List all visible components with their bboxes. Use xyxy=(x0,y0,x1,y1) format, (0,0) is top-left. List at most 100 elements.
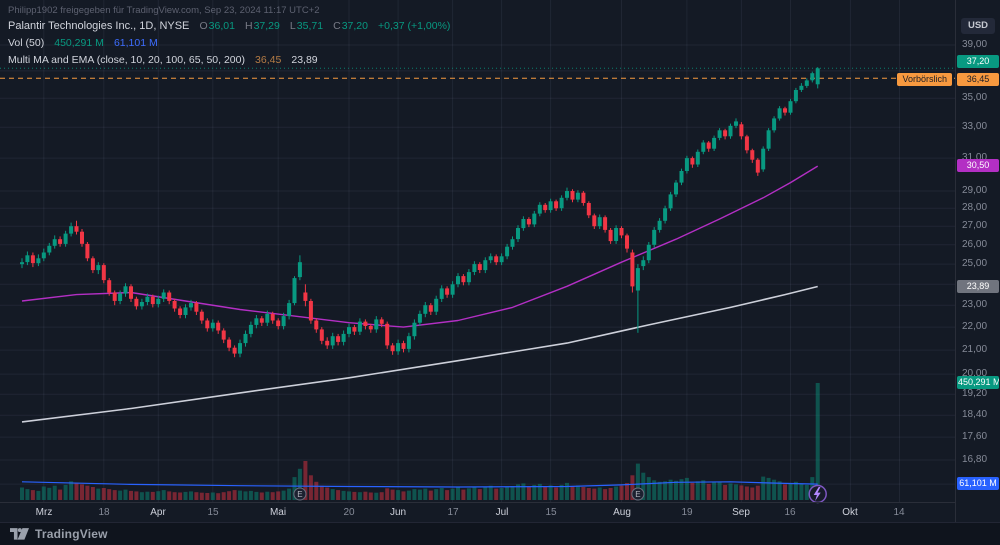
volume-bar xyxy=(706,483,711,500)
volume-bar xyxy=(537,483,542,500)
candle xyxy=(488,253,493,264)
time-label: Jun xyxy=(389,507,407,518)
volume-bar xyxy=(799,483,804,500)
premarket-price-label: 36,45 xyxy=(957,73,999,86)
volume-bar xyxy=(96,488,101,500)
volume-bar xyxy=(47,487,52,500)
volume-bar xyxy=(221,492,226,500)
candle xyxy=(265,310,270,326)
volume-bar xyxy=(199,492,204,500)
volume-bar xyxy=(744,486,749,500)
tradingview-brand[interactable]: TradingView xyxy=(35,527,108,541)
volume-bar xyxy=(439,488,444,500)
candle xyxy=(499,253,504,266)
volume-bar xyxy=(614,486,619,500)
candle xyxy=(281,312,286,330)
candle xyxy=(396,339,401,355)
volume-bar xyxy=(516,484,520,500)
candle xyxy=(47,242,52,256)
candle xyxy=(308,298,313,324)
candle xyxy=(614,225,619,244)
open-value: 36,01 xyxy=(208,20,235,32)
volume-bar xyxy=(357,492,362,500)
candle xyxy=(810,71,815,83)
candle xyxy=(750,148,755,163)
close-label: C xyxy=(333,20,341,32)
candle xyxy=(41,248,46,262)
candle xyxy=(619,226,624,239)
candle xyxy=(134,296,139,310)
volume-bar xyxy=(172,492,177,500)
candle xyxy=(243,330,248,347)
volume-bar xyxy=(216,493,221,500)
candle xyxy=(259,316,264,326)
candle xyxy=(679,168,684,186)
ma-200-line xyxy=(21,285,818,423)
volume-bar xyxy=(41,486,46,500)
volume-bar xyxy=(123,489,128,500)
candle xyxy=(761,146,766,172)
time-label: 20 xyxy=(343,507,355,518)
time-label: Sep xyxy=(732,507,750,518)
latest-bar-event-button[interactable] xyxy=(808,484,827,504)
volume-bar xyxy=(625,483,629,500)
candle xyxy=(325,337,330,349)
volume-bar xyxy=(586,488,591,500)
candle xyxy=(107,278,112,296)
tradingview-logo-icon[interactable] xyxy=(10,528,29,540)
price-tick: 35,00 xyxy=(962,92,988,103)
candle xyxy=(347,323,351,338)
volume-bar xyxy=(608,488,613,500)
volume-bar xyxy=(750,487,755,500)
price-tick: 39,00 xyxy=(962,39,988,50)
volume-bar xyxy=(592,488,597,500)
volume-bar xyxy=(428,490,433,500)
volume-bar xyxy=(232,490,237,500)
candle xyxy=(646,242,651,264)
legend-volume-row[interactable]: Vol (50) 450,291 M 61,101 M xyxy=(8,35,450,52)
candle xyxy=(330,332,335,349)
price-tick: 23,00 xyxy=(962,299,988,310)
candle xyxy=(532,210,537,228)
earnings-marker[interactable]: E xyxy=(631,487,645,501)
volume-bar xyxy=(456,487,460,500)
candle xyxy=(695,149,700,167)
legend-ma-row[interactable]: Multi MA and EMA (close, 10, 20, 100, 65… xyxy=(8,52,450,69)
volume-bar xyxy=(652,480,657,500)
volume-bar xyxy=(684,477,689,500)
volume-bar xyxy=(58,489,63,500)
volume-bar xyxy=(281,490,286,500)
earnings-marker[interactable]: E xyxy=(293,487,307,501)
candle xyxy=(570,189,575,203)
candle xyxy=(36,254,41,267)
volume-bar xyxy=(90,487,95,500)
legend-symbol-row: Palantir Technologies Inc., 1D, NYSE O36… xyxy=(8,18,450,35)
candle xyxy=(129,284,133,302)
candle xyxy=(635,264,640,333)
candle xyxy=(368,323,373,333)
volume-bar xyxy=(510,486,515,500)
price-scale[interactable]: USD 39,00 35,00 33,00 31,00 29,00 28,00 27,00 2… xyxy=(955,0,1000,522)
candle xyxy=(270,311,275,324)
volume-bar xyxy=(543,487,548,500)
candle xyxy=(205,318,210,332)
currency-button[interactable]: USD xyxy=(961,18,995,34)
volume-bar xyxy=(728,483,733,500)
low-value: 35,71 xyxy=(296,20,324,32)
volume-bar xyxy=(118,490,123,500)
symbol-title[interactable]: Palantir Technologies Inc., 1D, NYSE xyxy=(8,20,190,32)
volume-bar xyxy=(674,480,678,500)
candle xyxy=(221,328,226,344)
volume-bar xyxy=(248,490,253,500)
price-tick: 17,60 xyxy=(962,431,988,442)
time-scale[interactable]: Mrz 18 Apr 15 Mai 20 Jun 17 Jul 15 Aug 19 Sep 16 Okt 14 xyxy=(0,502,955,522)
candle xyxy=(477,262,482,274)
ma-value-2: 23,89 xyxy=(291,54,318,66)
candle xyxy=(723,128,728,140)
candle xyxy=(423,302,428,318)
volume-bar xyxy=(690,482,695,500)
candle xyxy=(603,215,608,233)
volume-bar xyxy=(526,486,531,500)
